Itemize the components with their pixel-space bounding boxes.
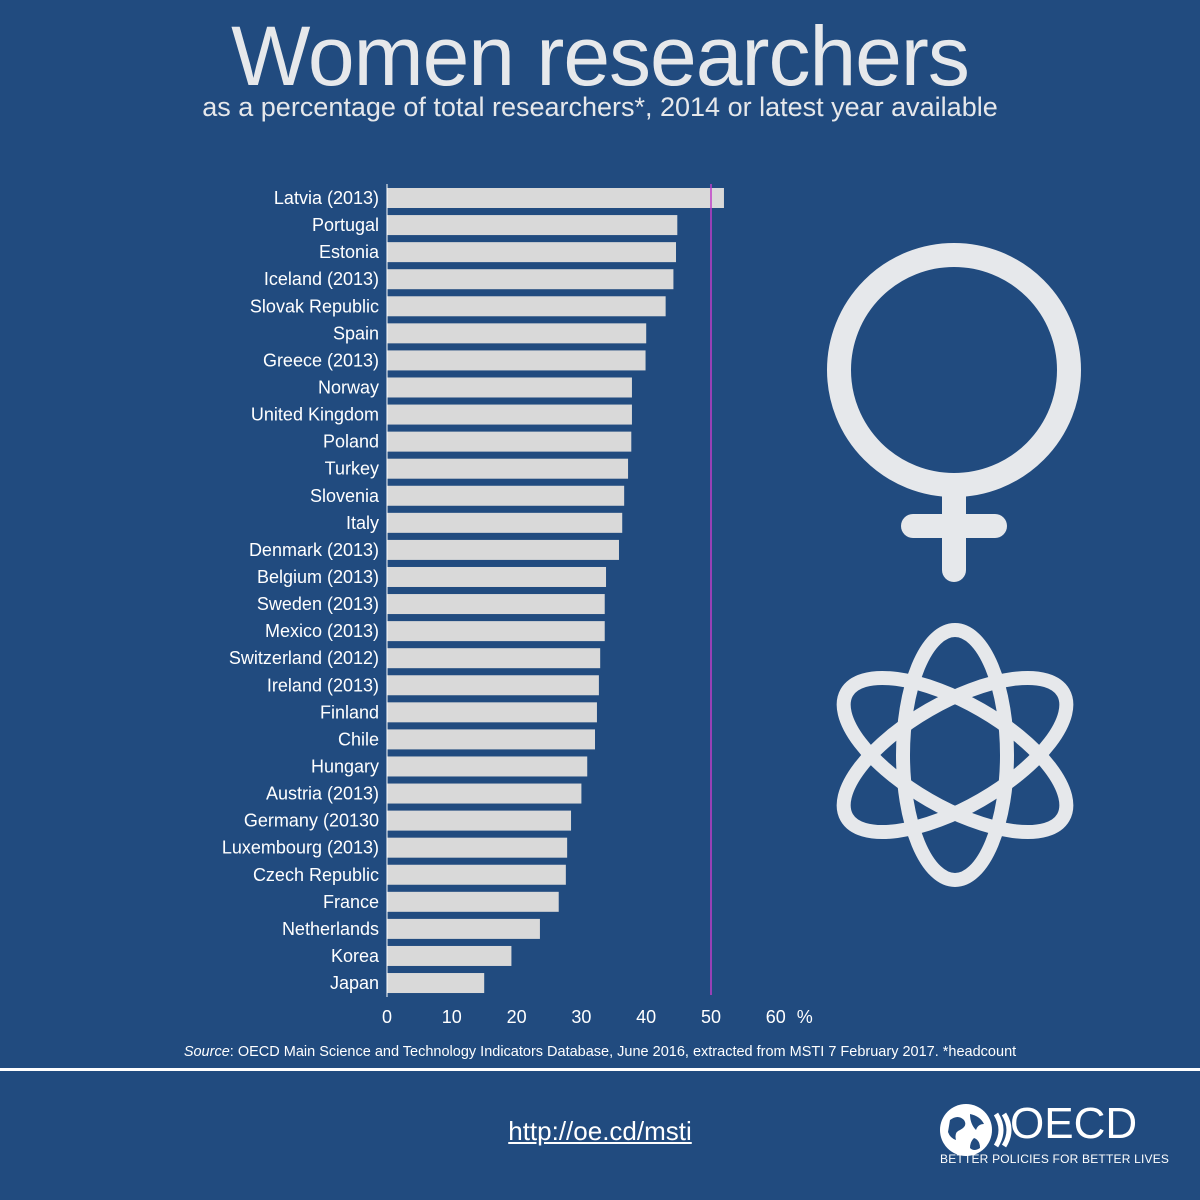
category-labels: Latvia (2013) Portugal Estonia Iceland (201… <box>222 188 380 993</box>
x-tick-label: 30 <box>571 1007 591 1027</box>
category-label: Norway <box>318 377 379 397</box>
bar-japan <box>387 973 485 994</box>
bar-ireland-2013 <box>387 675 599 696</box>
bar-chile <box>387 729 596 750</box>
bar-portugal <box>387 215 678 236</box>
bars-group <box>387 188 724 994</box>
bar-greece-2013 <box>387 350 646 371</box>
category-label: Latvia (2013) <box>274 188 379 208</box>
category-label: Slovak Republic <box>250 296 379 316</box>
bar-luxembourg-2013 <box>387 837 568 858</box>
category-label: Portugal <box>312 215 379 235</box>
category-label: Hungary <box>311 756 379 776</box>
bar-netherlands <box>387 918 540 939</box>
category-label: Belgium (2013) <box>257 567 379 587</box>
category-label: Slovenia <box>310 486 380 506</box>
category-label: Netherlands <box>282 919 379 939</box>
bar-norway <box>387 377 632 398</box>
category-label: Turkey <box>325 459 379 479</box>
category-label: Greece (2013) <box>263 350 379 370</box>
chart-subtitle: as a percentage of total researchers*, 2… <box>202 92 998 122</box>
bar-estonia <box>387 242 677 263</box>
category-label: Japan <box>330 973 379 993</box>
category-label: Germany (20130 <box>244 811 379 831</box>
category-label: United Kingdom <box>251 405 379 425</box>
x-unit-label: % <box>797 1007 813 1027</box>
category-label: Estonia <box>319 242 380 262</box>
category-label: Luxembourg (2013) <box>222 838 379 858</box>
bar-switzerland-2012 <box>387 648 601 669</box>
bar-poland <box>387 431 632 452</box>
bar-germany-20130 <box>387 810 572 831</box>
x-tick-label: 10 <box>442 1007 462 1027</box>
bar-united-kingdom <box>387 404 632 425</box>
oecd-tagline: BETTER POLICIES FOR BETTER LIVES <box>940 1152 1170 1166</box>
bar-korea <box>387 945 512 966</box>
category-label: Mexico (2013) <box>265 621 379 641</box>
bar-slovenia <box>387 485 625 506</box>
chart-title: Women researchers <box>231 9 970 103</box>
category-label: Chile <box>338 729 379 749</box>
bar-hungary <box>387 756 588 777</box>
source-label: Source <box>183 1044 230 1060</box>
msti-link[interactable]: http://oe.cd/msti <box>508 1116 692 1146</box>
category-label: Finland <box>320 702 379 722</box>
category-label: Spain <box>333 323 379 343</box>
category-label: Denmark (2013) <box>249 540 379 560</box>
divider <box>0 1068 1200 1071</box>
category-label: Italy <box>346 513 379 533</box>
x-tick-label: 60 <box>766 1007 786 1027</box>
bar-austria-2013 <box>387 783 582 804</box>
bar-italy <box>387 512 623 533</box>
oecd-logo-text: OECD <box>1010 1099 1138 1148</box>
category-label: Iceland (2013) <box>264 269 379 289</box>
source-note: Source: OECD Main Science and Technology… <box>0 1044 1200 1060</box>
category-label: Sweden (2013) <box>257 594 379 614</box>
source-text: : OECD Main Science and Technology Indic… <box>229 1044 1017 1060</box>
bar-mexico-2013 <box>387 621 605 642</box>
category-label: Korea <box>331 946 380 966</box>
bar-iceland-2013 <box>387 269 674 290</box>
category-label: Czech Republic <box>253 865 379 885</box>
x-tick-label: 40 <box>636 1007 656 1027</box>
bar-slovak-republic <box>387 296 666 317</box>
oecd-globe-icon <box>940 1104 1012 1156</box>
x-tick-label: 50 <box>701 1007 721 1027</box>
category-label: France <box>323 892 379 912</box>
x-tick-label: 20 <box>507 1007 527 1027</box>
bar-czech-republic <box>387 864 566 885</box>
bar-spain <box>387 323 647 344</box>
bar-belgium-2013 <box>387 566 607 587</box>
bar-sweden-2013 <box>387 594 605 615</box>
category-label: Poland <box>323 432 379 452</box>
category-label: Switzerland (2012) <box>229 648 379 668</box>
bar-chart: Latvia (2013) Portugal Estonia Iceland (201… <box>222 184 1081 1027</box>
category-label: Austria (2013) <box>266 784 379 804</box>
bar-finland <box>387 702 597 723</box>
bar-turkey <box>387 458 629 479</box>
x-tick-label: 0 <box>382 1007 392 1027</box>
atom-icon <box>836 623 1074 887</box>
x-tick-labels: 0 10 20 30 40 50 60% <box>382 1007 813 1027</box>
bar-france <box>387 891 559 912</box>
category-label: Ireland (2013) <box>267 675 379 695</box>
female-symbol-icon <box>827 243 1081 582</box>
bar-latvia-2013 <box>387 188 724 208</box>
bar-denmark-2013 <box>387 539 619 560</box>
